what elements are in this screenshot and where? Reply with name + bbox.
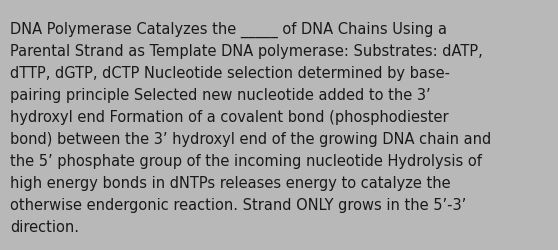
- Text: dTTP, dGTP, dCTP Nucleotide selection determined by base-: dTTP, dGTP, dCTP Nucleotide selection de…: [10, 66, 450, 81]
- Text: the 5’ phosphate group of the incoming nucleotide Hydrolysis of: the 5’ phosphate group of the incoming n…: [10, 154, 482, 168]
- Text: bond) between the 3’ hydroxyl end of the growing DNA chain and: bond) between the 3’ hydroxyl end of the…: [10, 132, 491, 146]
- Text: otherwise endergonic reaction. Strand ONLY grows in the 5’-3’: otherwise endergonic reaction. Strand ON…: [10, 197, 466, 212]
- Text: pairing principle Selected new nucleotide added to the 3’: pairing principle Selected new nucleotid…: [10, 88, 431, 102]
- Text: DNA Polymerase Catalyzes the _____ of DNA Chains Using a: DNA Polymerase Catalyzes the _____ of DN…: [10, 22, 447, 38]
- Text: high energy bonds in dNTPs releases energy to catalyze the: high energy bonds in dNTPs releases ener…: [10, 175, 451, 190]
- Text: hydroxyl end Formation of a covalent bond (phosphodiester: hydroxyl end Formation of a covalent bon…: [10, 110, 449, 124]
- Text: Parental Strand as Template DNA polymerase: Substrates: dATP,: Parental Strand as Template DNA polymera…: [10, 44, 483, 59]
- Text: direction.: direction.: [10, 219, 79, 234]
